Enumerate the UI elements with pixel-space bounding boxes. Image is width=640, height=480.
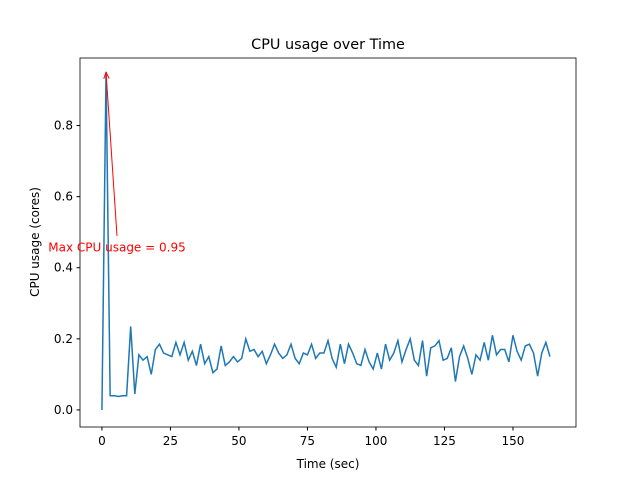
y-tick-label: 0.2	[54, 332, 73, 346]
line-series	[101, 72, 551, 410]
y-tick-label: 0.4	[54, 261, 73, 275]
plot-frame	[79, 57, 577, 428]
x-tick-label: 25	[163, 434, 178, 448]
annotation-arrowhead	[103, 70, 110, 79]
x-tick-label: 50	[231, 434, 246, 448]
x-tick-label: 0	[98, 434, 106, 448]
y-tick-label: 0.8	[54, 119, 73, 133]
x-tick-label: 100	[365, 434, 388, 448]
chart-title: CPU usage over Time	[251, 37, 405, 53]
y-axis-label: CPU usage (cores)	[28, 187, 42, 297]
x-axis-label: Time (sec)	[296, 457, 360, 471]
annotation-arrow	[105, 72, 118, 236]
y-tick-label: 0.6	[54, 190, 73, 204]
annotation-text: Max CPU usage = 0.95	[48, 241, 185, 255]
x-tick-label: 75	[300, 434, 315, 448]
x-tick-label: 150	[502, 434, 525, 448]
x-tick-label: 125	[433, 434, 456, 448]
y-tick-label: 0.0	[54, 403, 73, 417]
